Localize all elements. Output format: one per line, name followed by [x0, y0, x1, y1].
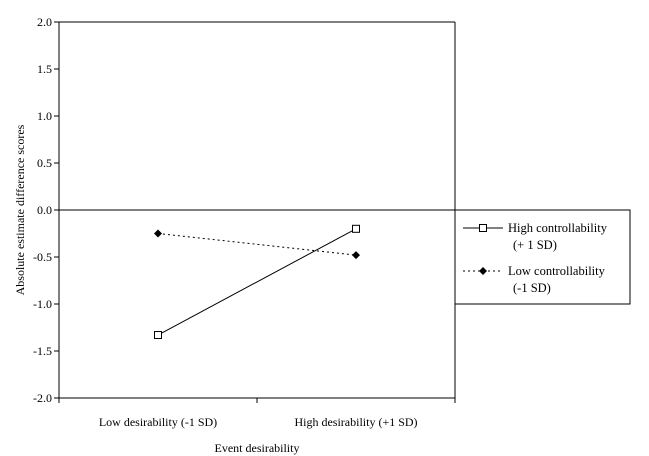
- legend-label: (-1 SD): [513, 281, 551, 295]
- open-square-marker: [352, 224, 360, 233]
- legend-label: (+ 1 SD): [513, 238, 557, 252]
- legend: High controllability (+ 1 SD) Low controll…: [454, 209, 631, 305]
- y-tick-label: -2.0: [33, 391, 52, 405]
- y-tick-label: -0.5: [33, 250, 52, 264]
- legend-entry: Low controllability (-1 SD): [463, 264, 606, 295]
- y-tick-label: 1.5: [37, 62, 52, 76]
- y-tick-label: -1.5: [33, 344, 52, 358]
- x-axis-title: Event desirability: [215, 441, 300, 455]
- legend-label: Low controllability: [508, 264, 606, 278]
- filled-diamond-marker: [352, 251, 360, 260]
- x-tick-label: High desirability (+1 SD): [294, 415, 417, 429]
- series-high-controllability: [154, 224, 360, 340]
- y-tick-label: 2.0: [37, 15, 52, 29]
- x-axis-ticks: Low desirability (-1 SD) High desirabilit…: [58, 398, 456, 429]
- y-tick-label: 0.0: [37, 203, 52, 217]
- filled-diamond-marker: [154, 229, 162, 238]
- y-axis-title: Absolute estimate difference scores: [13, 124, 27, 295]
- series-layer: [154, 224, 360, 340]
- y-axis-ticks: 2.0 1.5 1.0 0.5 0.0 -0.5 -1.0 -1.5 -2.0: [33, 15, 59, 405]
- filled-diamond-marker: [479, 267, 487, 275]
- series-line: [157, 233, 357, 256]
- open-square-marker: [479, 224, 487, 232]
- y-tick-label: -1.0: [33, 297, 52, 311]
- y-tick-label: 0.5: [37, 156, 52, 170]
- series-line: [157, 228, 357, 336]
- x-tick-label: Low desirability (-1 SD): [99, 415, 217, 429]
- plot-area: [58, 21, 456, 399]
- legend-label: High controllability: [508, 221, 608, 235]
- legend-entry: High controllability (+ 1 SD): [463, 221, 608, 252]
- y-tick-label: 1.0: [37, 109, 52, 123]
- open-square-marker: [154, 331, 162, 340]
- series-low-controllability: [154, 229, 360, 260]
